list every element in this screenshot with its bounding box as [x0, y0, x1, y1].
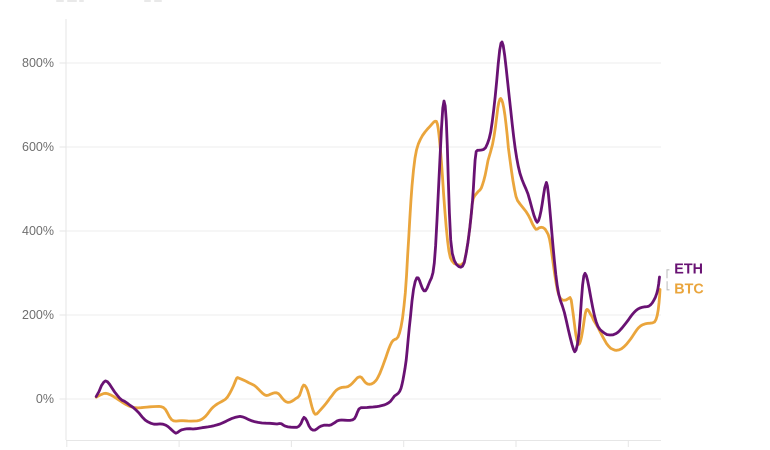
- svg-text:600%: 600%: [22, 140, 54, 154]
- svg-text:BTC: BTC: [674, 282, 703, 298]
- svg-text:ETH: ETH: [674, 261, 703, 277]
- svg-text:0%: 0%: [36, 392, 54, 406]
- svg-text:800%: 800%: [22, 56, 54, 70]
- svg-text:400%: 400%: [22, 224, 54, 238]
- svg-text:200%: 200%: [22, 308, 54, 322]
